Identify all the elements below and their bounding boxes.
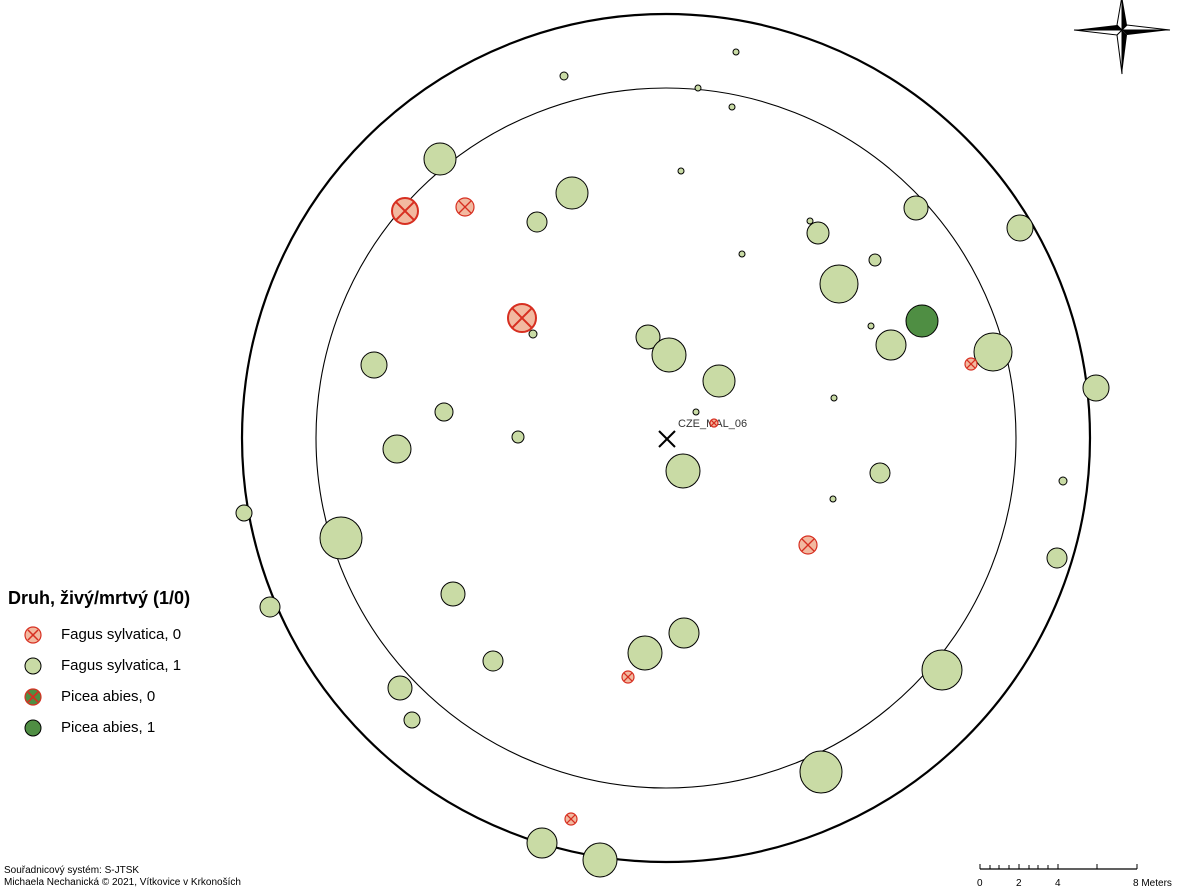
- scale-label-8: 8 Meters: [1133, 878, 1172, 889]
- scale-label-4: 4: [1055, 878, 1061, 889]
- legend-label: Picea abies, 0: [61, 688, 156, 705]
- tree-fagus-live: [875, 329, 907, 361]
- tree-fagus-live: [692, 408, 700, 416]
- legend-label: Fagus sylvatica, 0: [61, 626, 182, 643]
- inner-plot-circle: [315, 87, 1017, 789]
- tree-fagus-live: [319, 516, 363, 560]
- outer-plot-circle: [240, 12, 1092, 864]
- tree-fagus-dead: [455, 197, 475, 217]
- plot-center-marker: [658, 430, 676, 448]
- tree-fagus-live: [526, 827, 558, 859]
- coordinate-system-text: Souřadnicový systém: S-JTSK: [4, 865, 140, 876]
- tree-fagus-live: [526, 211, 548, 233]
- tree-fagus-live: [668, 617, 700, 649]
- tree-fagus-live: [694, 84, 702, 92]
- tree-fagus-live: [728, 103, 736, 111]
- tree-fagus-live: [403, 711, 421, 729]
- legend-item-fagus-dead: Fagus sylvatica, 0: [8, 619, 190, 650]
- tree-fagus-dead: [798, 535, 818, 555]
- tree-fagus-live: [1006, 214, 1034, 242]
- tree-fagus-live: [732, 48, 740, 56]
- tree-fagus-live: [829, 495, 837, 503]
- tree-fagus-live: [382, 434, 412, 464]
- tree-fagus-live: [511, 430, 525, 444]
- tree-fagus-dead: [507, 303, 537, 333]
- tree-fagus-live: [867, 322, 875, 330]
- tree-fagus-live: [387, 675, 413, 701]
- legend: Druh, živý/mrtvý (1/0) Fagus sylvatica, …: [8, 588, 190, 743]
- tree-fagus-live: [1058, 476, 1068, 486]
- tree-fagus-live: [360, 351, 388, 379]
- north-arrow-icon: [1073, 0, 1171, 75]
- legend-item-fagus-live: Fagus sylvatica, 1: [8, 650, 190, 681]
- tree-fagus-dead: [621, 670, 635, 684]
- tree-fagus-dead: [391, 197, 419, 225]
- tree-fagus-live: [627, 635, 663, 671]
- tree-fagus-live: [235, 504, 253, 522]
- tree-fagus-live: [582, 842, 618, 878]
- tree-fagus-dead: [964, 357, 978, 371]
- fagus-live-symbol-icon: [24, 657, 42, 674]
- fagus-dead-symbol-icon: [24, 625, 42, 644]
- tree-fagus-live: [903, 195, 929, 221]
- tree-fagus-live: [665, 453, 701, 489]
- tree-fagus-live: [259, 596, 281, 618]
- tree-fagus-live: [738, 250, 746, 258]
- tree-fagus-live: [868, 253, 882, 267]
- scale-label-0: 0: [977, 878, 983, 889]
- tree-fagus-live: [559, 71, 569, 81]
- tree-layer: [235, 48, 1110, 878]
- tree-fagus-live: [635, 324, 661, 350]
- picea-dead-symbol-icon: [24, 687, 42, 706]
- tree-fagus-live: [677, 167, 685, 175]
- tree-fagus-live: [423, 142, 457, 176]
- tree-fagus-dead: [709, 418, 719, 428]
- author-text: Michaela Nechanická © 2021, Vítkovice v …: [4, 877, 241, 888]
- tree-fagus-live: [921, 649, 963, 691]
- tree-fagus-live: [830, 394, 838, 402]
- tree-fagus-live: [806, 217, 814, 225]
- legend-label: Picea abies, 1: [61, 719, 156, 736]
- tree-fagus-live: [555, 176, 589, 210]
- tree-fagus-live: [434, 402, 454, 422]
- map-credits: Souřadnicový systém: S-JTSK Michaela Nec…: [4, 865, 241, 889]
- tree-fagus-live: [702, 364, 736, 398]
- tree-fagus-live: [799, 750, 843, 794]
- tree-fagus-live: [440, 581, 466, 607]
- tree-fagus-live: [973, 332, 1013, 372]
- tree-fagus-live: [869, 462, 891, 484]
- picea-live-symbol-icon: [24, 719, 42, 736]
- scale-bar: 0 2 4 8 Meters: [977, 864, 1172, 889]
- tree-fagus-live: [1046, 547, 1068, 569]
- scale-label-2: 2: [1016, 878, 1022, 889]
- tree-fagus-dead: [564, 812, 578, 826]
- tree-fagus-live: [806, 221, 830, 245]
- legend-title: Druh, živý/mrtvý (1/0): [8, 588, 191, 608]
- legend-label: Fagus sylvatica, 1: [61, 657, 182, 674]
- tree-picea-live: [905, 304, 939, 338]
- tree-fagus-live: [651, 337, 687, 373]
- tree-fagus-live: [482, 650, 504, 672]
- tree-fagus-live: [528, 329, 538, 339]
- tree-fagus-live: [1082, 374, 1110, 402]
- legend-item-picea-live: Picea abies, 1: [8, 712, 190, 743]
- tree-fagus-live: [819, 264, 859, 304]
- legend-item-picea-dead: Picea abies, 0: [8, 681, 190, 712]
